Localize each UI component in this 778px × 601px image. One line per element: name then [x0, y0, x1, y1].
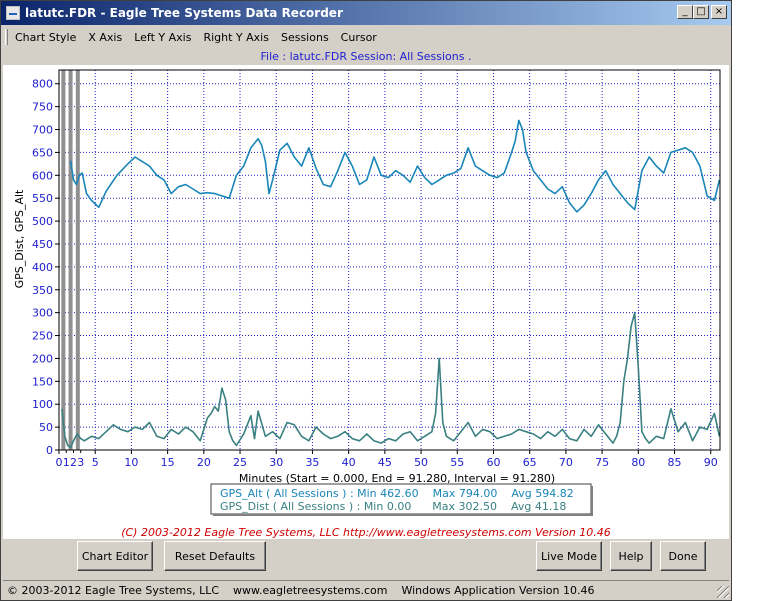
done-button[interactable]: Done [660, 541, 706, 571]
menu-right-y-axis[interactable]: Right Y Axis [203, 30, 269, 44]
x-tick-labels: 0 5 10 15 20 25 30 35 40 45 50 55 60 65 70 75 80 85 90 1 2 3 [56, 456, 718, 469]
menu-cursor[interactable]: Cursor [340, 30, 377, 44]
y-tick-label: 300 [32, 307, 53, 320]
x-tick-label: 60 [486, 456, 500, 469]
copyright-website-line: (C) 2003-2012 Eagle Tree Systems, LLC ht… [121, 526, 611, 539]
data-chart[interactable]: 0501001502002503003504004505005506006507… [3, 65, 729, 539]
y-tick-label: 650 [32, 146, 53, 159]
x-tick-label: 85 [668, 456, 682, 469]
chart-panel[interactable]: 0 50 100 150 200 250 300 350 400 450 500 550 600 650 7… [3, 65, 729, 539]
session-marker [68, 70, 73, 450]
x-tick-label: 10 [124, 456, 138, 469]
x-minor-tick-label: 1 [63, 456, 70, 469]
y-tick-label: 200 [32, 352, 53, 365]
plot-border [58, 69, 721, 451]
y-tick-label: 0 [46, 444, 53, 457]
x-tick-label: 50 [414, 456, 428, 469]
file-session-info: File : latutc.FDR Session: All Sessions … [260, 50, 472, 63]
chart-series [61, 119, 721, 449]
y-tick-label: 150 [32, 375, 53, 388]
series-line-gps-dist [61, 311, 721, 449]
chart-legend: GPS_Alt ( All Sessions ) : Min 462.60 Ma… [210, 483, 593, 516]
y-tick-label: 50 [39, 421, 53, 434]
y-tick-label: 800 [32, 78, 53, 91]
session-marker [75, 70, 80, 450]
y-tick-label: 700 [32, 124, 53, 137]
menu-grip [5, 29, 8, 45]
x-tick-label: 55 [450, 456, 464, 469]
series-line-gps-alt [69, 119, 721, 213]
y-tick-label: 350 [32, 284, 53, 297]
menu-left-y-axis[interactable]: Left Y Axis [134, 30, 192, 44]
x-tick-label: 15 [161, 456, 175, 469]
chart-grid [59, 70, 720, 450]
x-tick-label: 45 [378, 456, 392, 469]
y-tick-label: 600 [32, 169, 53, 182]
title-bar[interactable]: latutc.FDR - Eagle Tree Systems Data Rec… [1, 1, 731, 25]
status-bar: © 2003-2012 Eagle Tree Systems, LLC www.… [3, 580, 729, 599]
plot-background [59, 70, 720, 450]
x-tick-label: 25 [233, 456, 247, 469]
x-tick-label: 5 [92, 456, 99, 469]
x-tick-label: 75 [595, 456, 609, 469]
menu-sessions[interactable]: Sessions [280, 30, 329, 44]
status-copyright: © 2003-2012 Eagle Tree Systems, LLC [7, 583, 220, 597]
x-tick-label: 70 [559, 456, 573, 469]
maximize-icon[interactable]: □ [693, 5, 709, 19]
app-window: latutc.FDR - Eagle Tree Systems Data Rec… [0, 0, 732, 601]
x-tick-label: 80 [631, 456, 645, 469]
window-controls: _ □ × [677, 5, 727, 19]
y-tick-label: 400 [32, 261, 53, 274]
y-axis-label: GPS_Dist, GPS_Alt [13, 189, 26, 288]
resize-grip-icon[interactable] [717, 586, 729, 598]
x-tick-label: 20 [197, 456, 211, 469]
status-version: Windows Application Version 10.46 [401, 583, 595, 597]
x-minor-tick-label: 3 [77, 456, 84, 469]
close-icon[interactable]: × [711, 5, 727, 19]
y-tick-label: 450 [32, 238, 53, 251]
x-tick-label: 65 [523, 456, 537, 469]
app-icon[interactable] [6, 6, 20, 20]
legend-entry-gps-alt: GPS_Alt ( All Sessions ) : Min 462.60 Ma… [220, 487, 574, 500]
minimize-icon[interactable]: _ [677, 5, 693, 19]
y-tick-label: 750 [32, 101, 53, 114]
reset-defaults-button[interactable]: Reset Defaults [164, 541, 266, 571]
x-axis-label: Minutes (Start = 0.000, End = 91.280, In… [239, 472, 555, 485]
window-title: latutc.FDR - Eagle Tree Systems Data Rec… [25, 6, 343, 20]
chart-editor-button[interactable]: Chart Editor [77, 541, 153, 571]
y-tick-label: 250 [32, 330, 53, 343]
plot-frame [55, 69, 721, 454]
menu-bar: Chart Style X Axis Left Y Axis Right Y A… [5, 27, 389, 47]
session-markers [61, 70, 80, 450]
menu-x-axis[interactable]: X Axis [88, 30, 123, 44]
x-tick-label: 0 [56, 456, 63, 469]
help-button[interactable]: Help [610, 541, 652, 571]
x-tick-label: 90 [704, 456, 718, 469]
x-tick-label: 35 [305, 456, 319, 469]
session-marker [61, 70, 66, 450]
menu-chart-style[interactable]: Chart Style [15, 30, 77, 44]
live-mode-button[interactable]: Live Mode [536, 541, 602, 571]
status-website: www.eagletreesystems.com [233, 583, 388, 597]
x-minor-tick-label: 2 [70, 456, 77, 469]
y-tick-labels: 0 50 100 150 200 250 300 350 400 450 500 550 600 650 7… [32, 78, 53, 457]
y-tick-label: 100 [32, 398, 53, 411]
x-tick-label: 40 [342, 456, 356, 469]
y-tick-label: 500 [32, 215, 53, 228]
x-tick-label: 30 [269, 456, 283, 469]
legend-entry-gps-dist: GPS_Dist ( All Sessions ) : Min 0.00 Max… [220, 500, 566, 513]
y-tick-label: 550 [32, 192, 53, 205]
